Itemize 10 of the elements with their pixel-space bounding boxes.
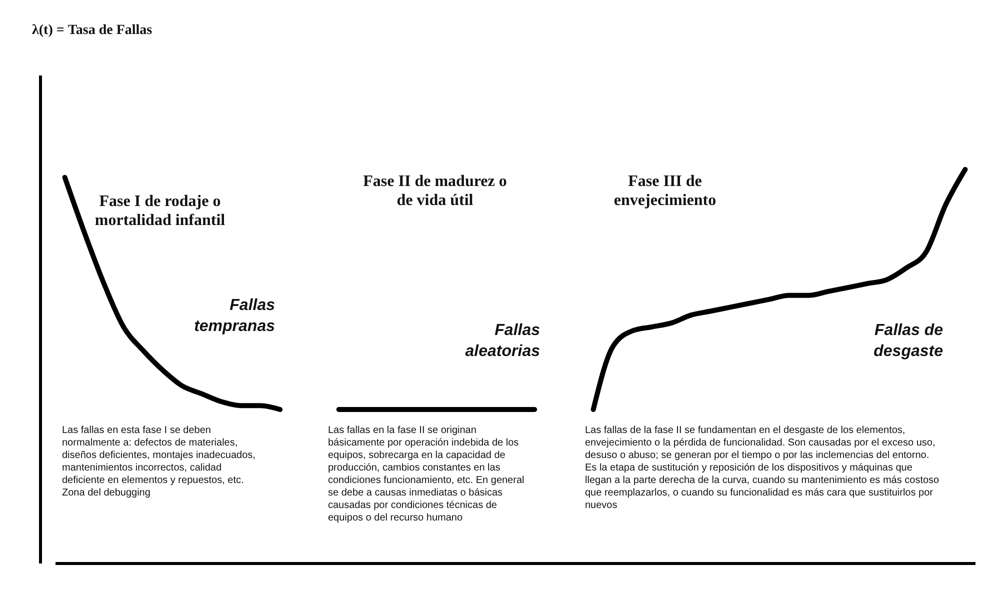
annotation: Fallas tempranas	[194, 297, 276, 335]
annotation: Fase II de madurez o de vida útil	[363, 173, 507, 209]
annotation: Fase I de rodaje o mortalidad infantil	[94, 193, 226, 229]
annotation: Fallas de desgaste	[874, 322, 944, 360]
annotation: Fallas aleatorias	[465, 322, 540, 360]
annotation: Las fallas de la fase II se fundamentan en el desgaste de los elementos, envejecimiento o la pérdida de funcionalidad. Son causadas por el exceso uso, desuso o abuso; se generan por el tiempo o por las inclemencias del entorno. Es la etapa de sustitución y reposición de los dispositivos y máquinas que llegan a la parte derecha de la curva, cuando su mantenimiento es más costoso que reemplazarlos, o cuando su funcionalidad es más cara que sustituirlos por nuevos	[585, 425, 940, 511]
text: λ(t) = Tasa de Fallas	[32, 23, 153, 38]
annotation: Las fallas en la fase II se originan básicamente por operación indebida de los equipos, sobrecarga en la capacidad de producción, cambios constantes en las condiciones funcionamiento, etc. En general se debe a causas inmediatas o básicas causadas por condiciones técnicas de equipos o del recurso humano	[328, 425, 524, 524]
annotation: Las fallas en esta fase I se deben normalmente a: defectos de materiales, diseños deficientes, montajes inadecuados, mantenimientos incorrectos, calidad deficiente en elementos y repuestos, etc. Zona del debugging	[62, 425, 256, 498]
annotation: Fase III de envejecimiento	[614, 173, 716, 209]
